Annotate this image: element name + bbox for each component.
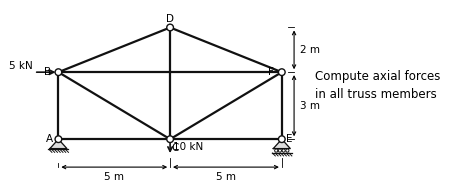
Text: 5 m: 5 m <box>216 171 236 181</box>
Text: F: F <box>268 67 273 77</box>
Text: in all truss members: in all truss members <box>315 88 437 101</box>
Circle shape <box>274 149 278 152</box>
Text: 2 m: 2 m <box>300 45 319 55</box>
Text: 3 m: 3 m <box>300 101 319 111</box>
Circle shape <box>167 24 173 31</box>
Text: D: D <box>166 14 174 23</box>
Polygon shape <box>50 139 67 149</box>
Text: Compute axial forces: Compute axial forces <box>315 70 441 83</box>
Text: B: B <box>44 67 51 77</box>
Text: 5 m: 5 m <box>104 171 124 181</box>
Circle shape <box>282 149 285 152</box>
Circle shape <box>286 149 289 152</box>
Text: 5 kN: 5 kN <box>9 61 33 71</box>
Circle shape <box>278 149 282 152</box>
Text: A: A <box>46 134 53 144</box>
Circle shape <box>55 136 62 142</box>
Text: 10 kN: 10 kN <box>173 142 203 152</box>
Text: E: E <box>286 134 293 144</box>
Polygon shape <box>273 139 290 149</box>
Circle shape <box>55 69 62 75</box>
Circle shape <box>167 136 173 142</box>
Circle shape <box>278 136 285 142</box>
Circle shape <box>278 69 285 75</box>
Text: C: C <box>171 143 178 153</box>
